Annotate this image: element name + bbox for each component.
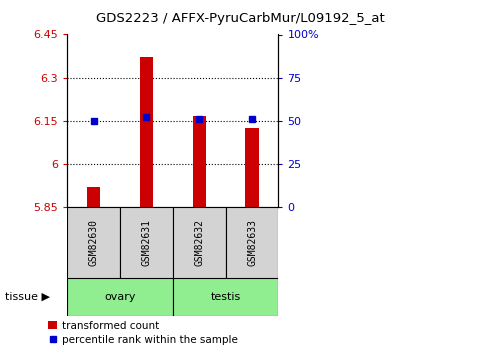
Text: GDS2223 / AFFX-PyruCarbMur/L09192_5_at: GDS2223 / AFFX-PyruCarbMur/L09192_5_at (96, 12, 384, 25)
Bar (173, 207, 226, 278)
Text: ovary: ovary (104, 292, 136, 302)
Bar (87, 187, 100, 207)
Text: GSM82631: GSM82631 (142, 219, 151, 266)
Bar (140, 58, 153, 207)
Text: tissue ▶: tissue ▶ (5, 292, 50, 302)
Text: GSM82632: GSM82632 (194, 219, 204, 266)
Bar (67, 278, 173, 316)
Text: testis: testis (210, 292, 241, 302)
Text: GSM82633: GSM82633 (247, 219, 257, 266)
Bar (245, 128, 259, 207)
Bar (173, 278, 278, 316)
Legend: transformed count, percentile rank within the sample: transformed count, percentile rank withi… (48, 321, 238, 345)
Text: GSM82630: GSM82630 (89, 219, 98, 266)
Bar (67, 207, 120, 278)
Bar (120, 207, 173, 278)
Bar (226, 207, 278, 278)
Bar (192, 116, 206, 207)
